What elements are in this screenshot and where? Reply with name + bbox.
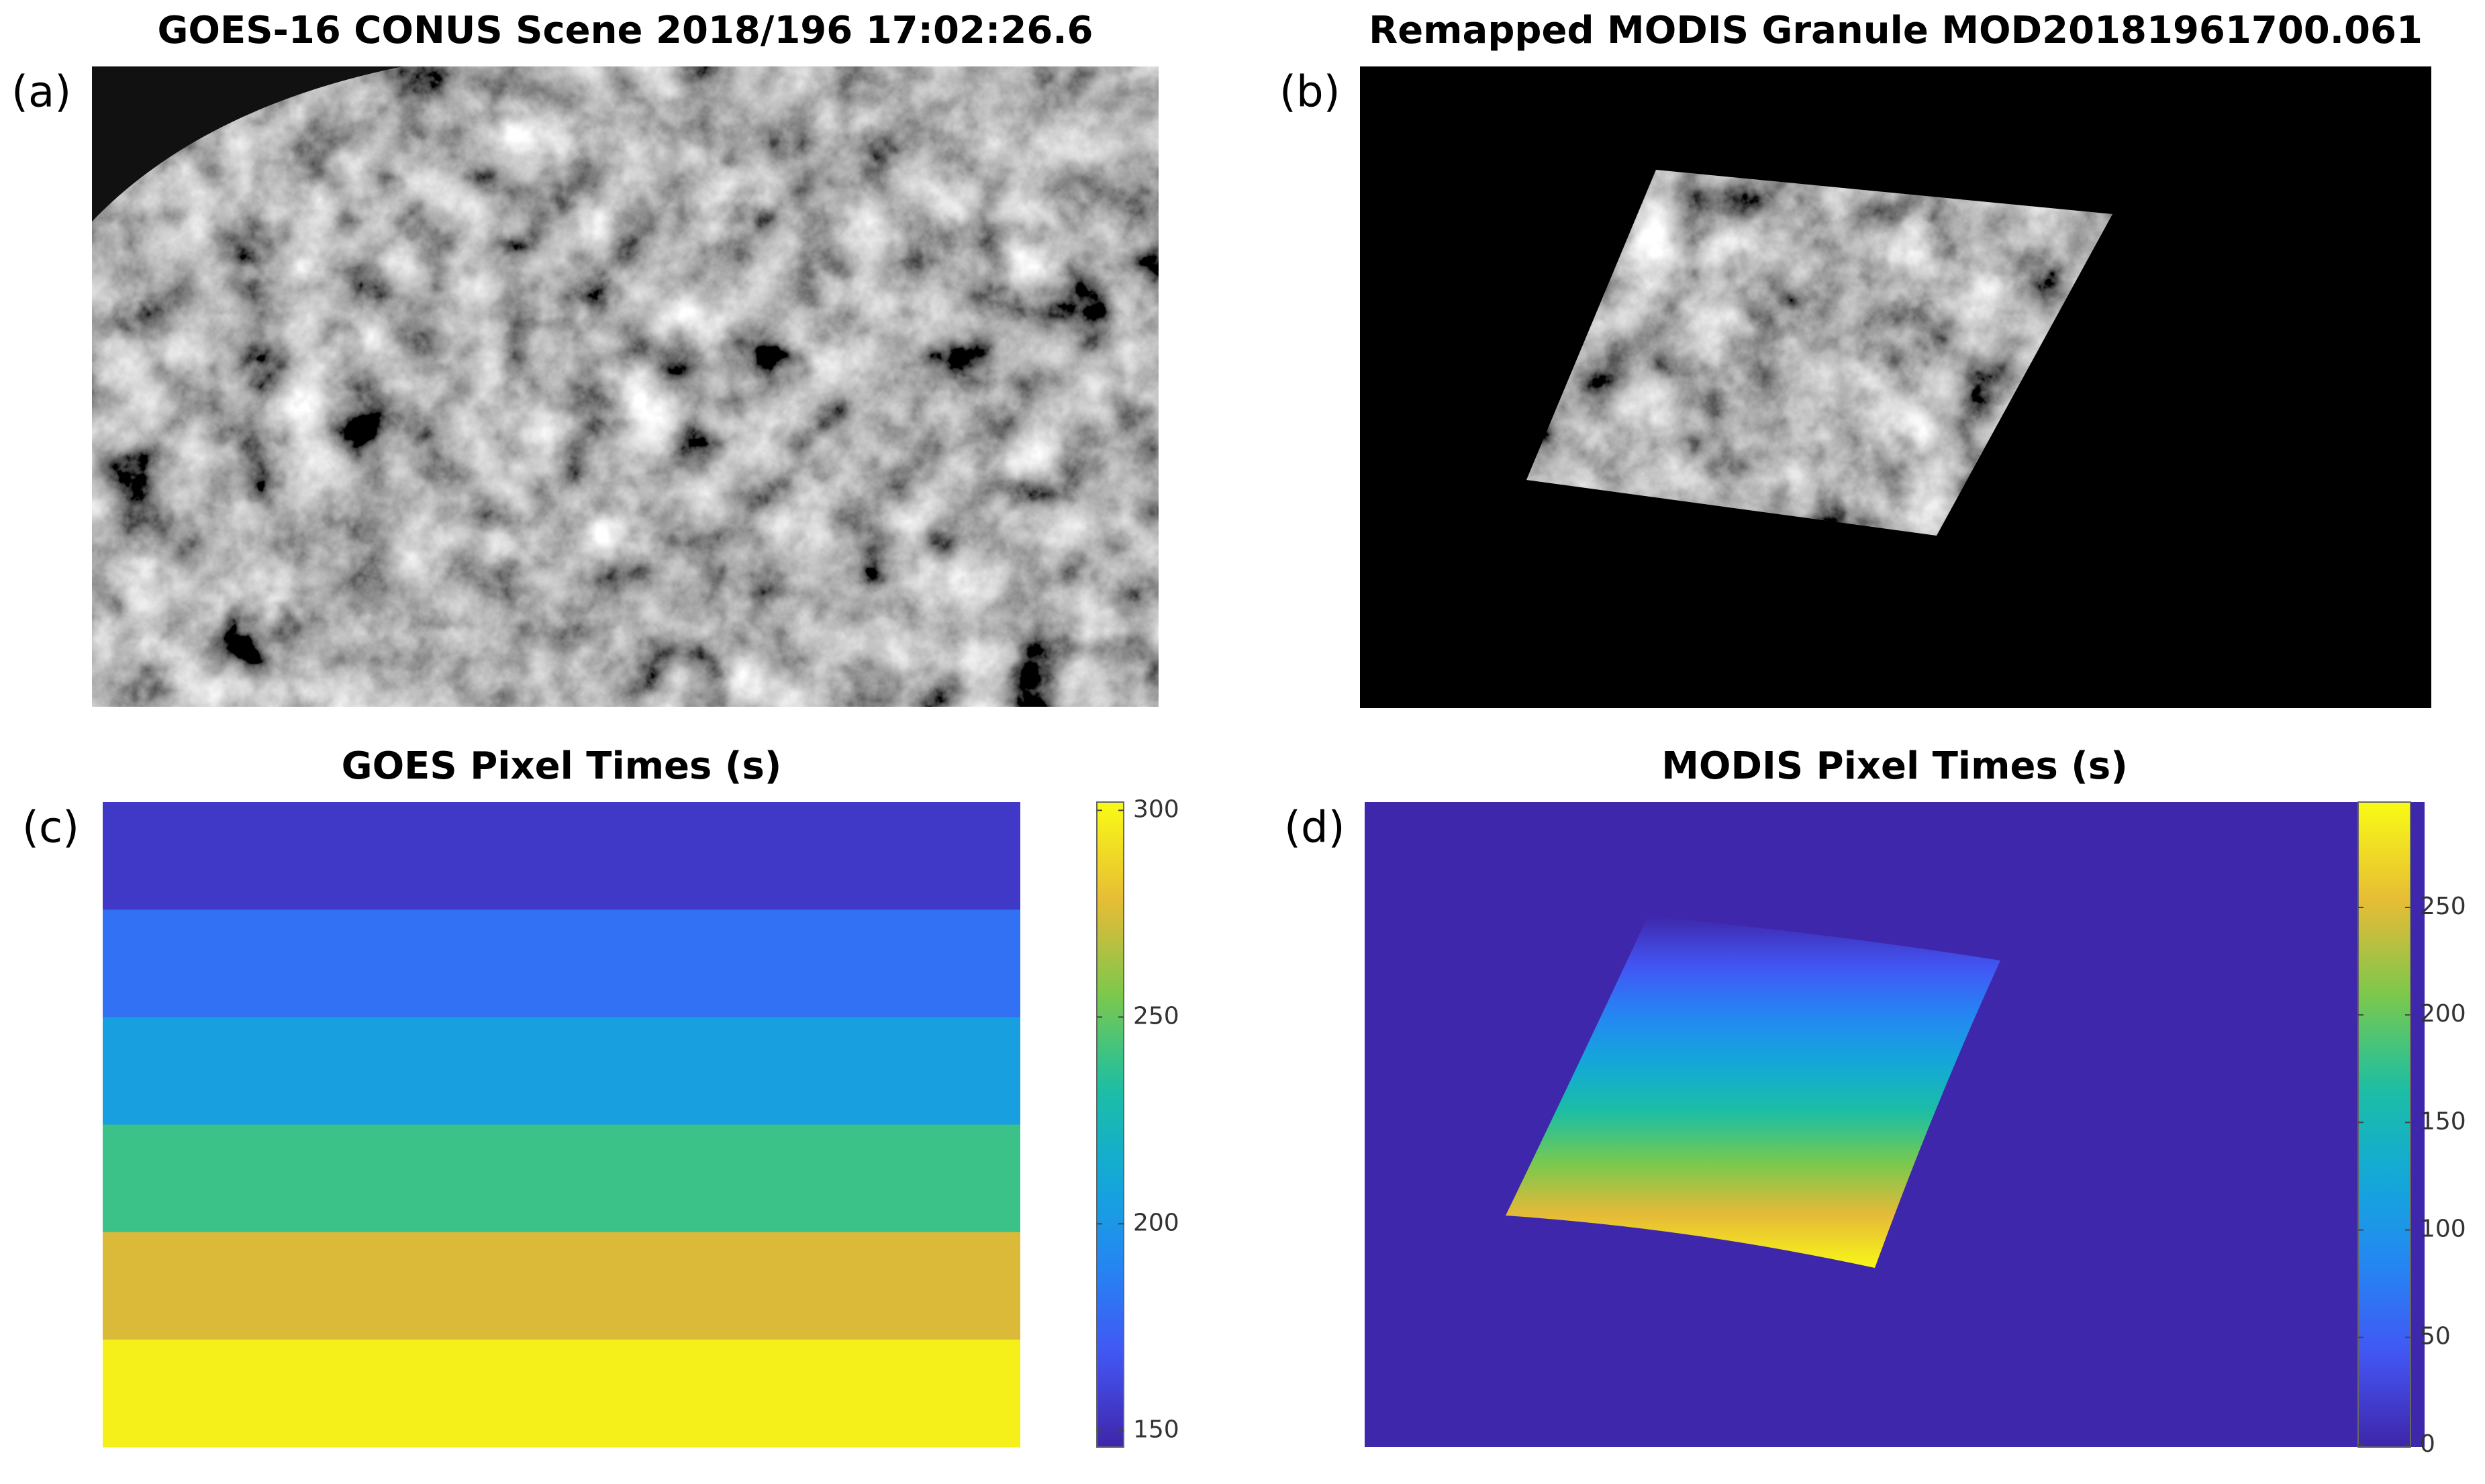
heatmap-cell bbox=[103, 1232, 1020, 1340]
panel-title: GOES-16 CONUS Scene 2018/196 17:02:26.6 bbox=[157, 9, 1093, 52]
colorbar-tick-label: 0 bbox=[2420, 1430, 2435, 1458]
goes-image bbox=[92, 66, 1159, 707]
colorbar-tick-label: 200 bbox=[1133, 1209, 1179, 1236]
swath bbox=[1506, 916, 2000, 1268]
image-texture bbox=[92, 66, 1159, 707]
heatmap-cell bbox=[103, 909, 1020, 1018]
colorbar-tick-label: 150 bbox=[1133, 1416, 1179, 1443]
space-corner bbox=[92, 66, 403, 221]
heatmap-cell bbox=[103, 1017, 1020, 1125]
colorbar-tick-label: 150 bbox=[2420, 1107, 2466, 1135]
colorbar-tick-label: 300 bbox=[1133, 795, 1179, 823]
colorbar-tick-label: 50 bbox=[2420, 1323, 2451, 1350]
colorbar bbox=[1096, 801, 1124, 1448]
panel-title: Remapped MODIS Granule MOD20181961700.06… bbox=[1369, 9, 2423, 52]
panel-label: (b) bbox=[1279, 68, 1341, 117]
panel-label: (d) bbox=[1284, 803, 1345, 853]
panel-title: GOES Pixel Times (s) bbox=[342, 744, 782, 788]
panel-title: MODIS Pixel Times (s) bbox=[1661, 744, 2128, 788]
panel-label: (c) bbox=[22, 803, 79, 853]
colorbar-tick-label: 250 bbox=[2420, 893, 2466, 920]
colorbar-tick-label: 200 bbox=[2420, 1000, 2466, 1028]
heatmap-cell bbox=[103, 1124, 1020, 1233]
colorbar-tick-label: 100 bbox=[2420, 1215, 2466, 1242]
panel-label: (a) bbox=[11, 68, 71, 117]
colorbar bbox=[2357, 801, 2411, 1448]
colorbar-tick-label: 250 bbox=[1133, 1002, 1179, 1030]
heatmap-cell bbox=[103, 802, 1020, 910]
heatmap-cell bbox=[103, 1339, 1020, 1448]
